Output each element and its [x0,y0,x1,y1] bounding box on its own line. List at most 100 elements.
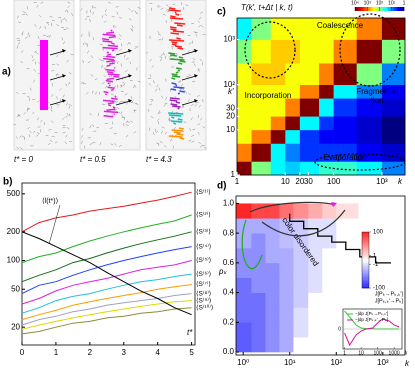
particle [99,44,103,46]
particle [114,143,117,146]
particle [68,103,72,106]
particle [91,5,94,9]
particle [80,82,84,84]
heat-cell [279,307,294,323]
y-tick-label: 1 [231,170,236,179]
particle [120,84,123,88]
y-tick-label: 0.4 [223,288,235,297]
heat-cell [285,18,301,40]
particle [115,100,119,103]
particle [159,56,163,59]
cluster [168,7,176,10]
particle [193,63,196,67]
particle [149,58,152,62]
particle [54,141,58,144]
annotation: tion [371,96,384,105]
heat-cell [293,218,309,234]
heat-cell [308,233,323,249]
particle [184,90,188,94]
heat-cell [279,262,294,279]
particle [34,50,37,53]
cluster [102,38,110,41]
cluster [171,82,177,85]
particle [32,111,35,115]
heat-cell [293,307,309,323]
cluster [170,88,177,91]
colorbar-step [362,243,369,245]
series-line [21,260,192,305]
heat-cell [251,277,266,293]
heat-cell [293,262,309,279]
particle [37,100,40,103]
cluster [106,71,114,74]
heat-cell [299,98,320,117]
cluster [106,77,115,81]
x-tick-label: 100 [327,177,341,186]
x-tick-label: 10 [281,177,290,186]
particle [195,101,199,104]
particle [122,81,125,85]
cluster [172,75,181,78]
particle [128,8,131,11]
heat-cell [356,98,383,117]
heat-cell [322,233,337,249]
particle [96,126,100,129]
cluster [172,30,185,33]
particle [128,18,132,21]
particle [105,85,108,89]
colorbar-step [373,7,375,11]
particle [134,10,137,13]
particle [33,68,36,72]
particle [200,25,204,28]
particle [119,34,122,37]
arrow [115,75,131,81]
colorbar-step [362,254,369,257]
cluster [106,108,116,111]
heat-cell [308,262,323,279]
particle [168,116,170,120]
particle [92,11,95,15]
heat-cell [270,98,286,117]
colorbar-step [396,7,399,11]
heat-cell [285,98,301,117]
particle [46,35,50,37]
particle [149,74,152,77]
heat-cell [251,161,272,176]
particle [173,127,176,130]
colorbar-label: 10⁴ [351,0,359,6]
cluster [169,17,184,20]
y-axis-label: pₖ [218,267,227,276]
heat-cell [299,143,320,162]
particle [25,36,28,39]
heat-cell [279,337,294,353]
arrow [181,100,197,106]
heat-cell [358,292,384,308]
colorbar-step [377,7,379,11]
particle [34,24,37,27]
particle [36,5,39,8]
particle [203,146,207,149]
particle [80,7,83,11]
heat-cell [237,98,252,117]
cluster [174,22,186,25]
particle [125,69,128,73]
particle [120,111,123,115]
cluster [174,11,177,14]
particle [40,119,43,123]
particle [151,65,154,68]
cluster [168,112,184,115]
heat-cell [322,307,337,323]
particle [145,51,149,55]
legend-label: −∫dp J[Pₖ,ₖ′→Pₖ] [355,317,388,322]
annotation: Evaporation [324,153,367,162]
cluster [169,97,180,100]
particle [126,101,128,105]
particle [48,129,52,131]
particle [37,117,39,121]
particle [156,5,160,9]
series-line [21,214,192,264]
x-tick-label: 10³ [376,177,388,186]
cluster [103,115,114,118]
plot-frame [235,195,406,356]
particle [90,74,94,77]
